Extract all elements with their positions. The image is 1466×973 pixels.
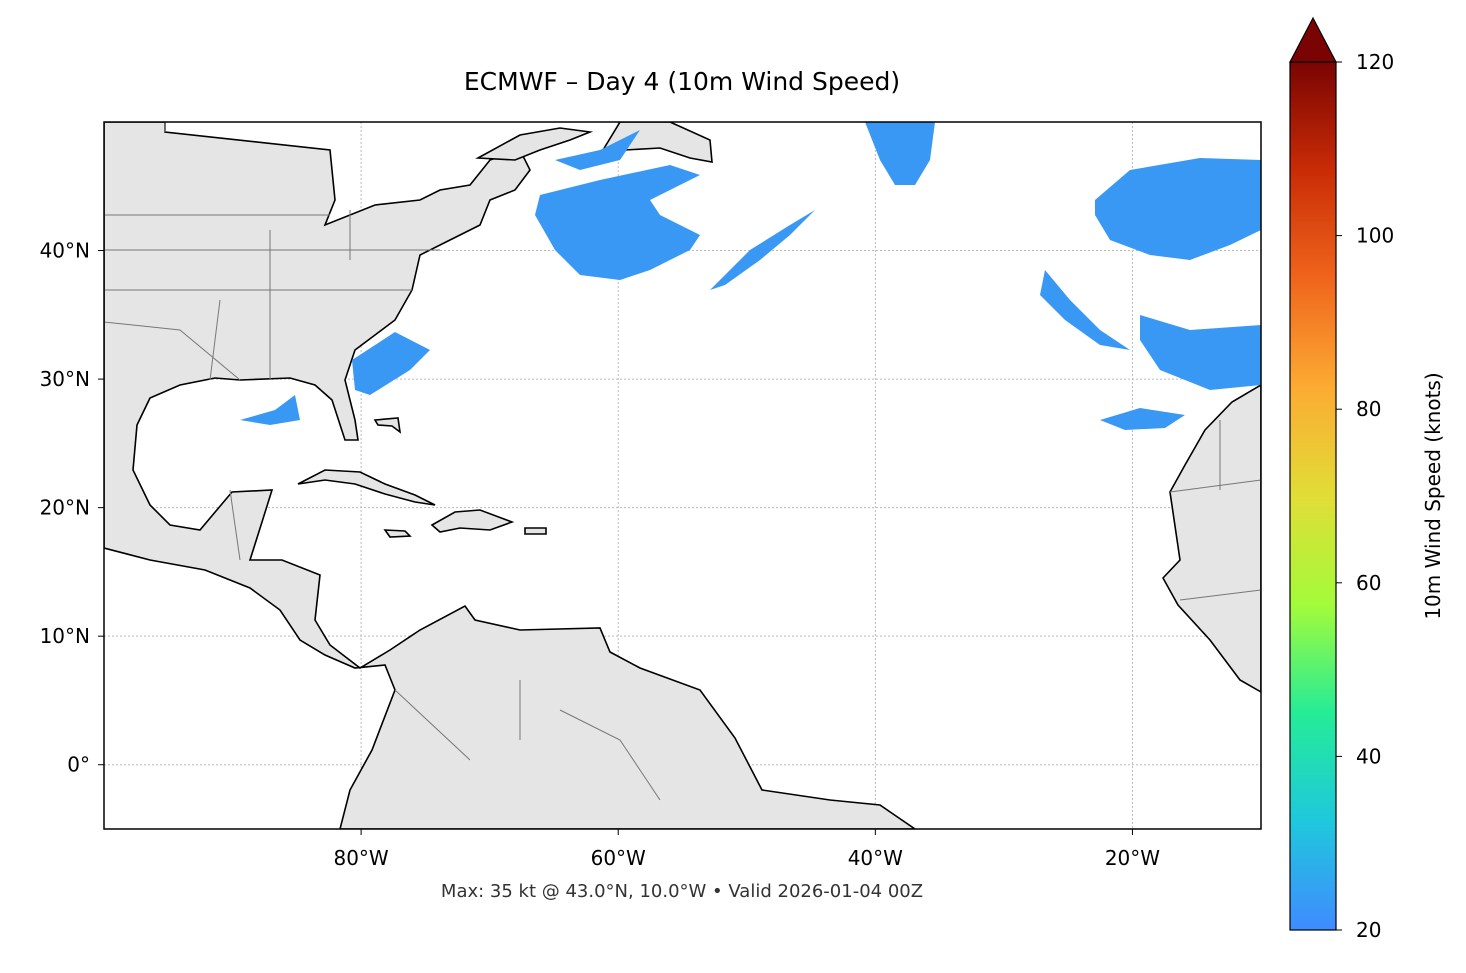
colorbar-tick-label: 120 bbox=[1356, 50, 1394, 74]
y-tick-label: 30°N bbox=[40, 367, 90, 391]
colorbar-label: 10m Wind Speed (knots) bbox=[1421, 372, 1445, 619]
colorbar-tick-label: 20 bbox=[1356, 918, 1381, 942]
wind-patch bbox=[1140, 315, 1261, 390]
cuba bbox=[297, 469, 436, 506]
x-tick-label: 80°W bbox=[333, 846, 388, 870]
wind-patch bbox=[1100, 408, 1185, 430]
bahamas bbox=[373, 417, 402, 434]
wind-patch bbox=[535, 165, 700, 280]
borders bbox=[104, 122, 1261, 801]
land bbox=[104, 122, 1261, 829]
colorbar-tick-label: 80 bbox=[1356, 397, 1381, 421]
colorbar-tick-label: 40 bbox=[1356, 744, 1381, 768]
x-tick-label: 60°W bbox=[591, 846, 646, 870]
nova-scotia bbox=[475, 127, 594, 161]
colorbar-tick-label: 100 bbox=[1356, 224, 1394, 248]
x-tick-label: 40°W bbox=[848, 846, 903, 870]
jamaica bbox=[383, 529, 412, 538]
colorbar-tick-label: 60 bbox=[1356, 571, 1381, 595]
wind-field bbox=[240, 122, 1261, 430]
wind-patch bbox=[1040, 270, 1130, 350]
map bbox=[104, 122, 1261, 829]
colorbar-extend bbox=[1289, 16, 1337, 63]
puerto-rico bbox=[524, 527, 547, 535]
hispaniola bbox=[430, 509, 515, 533]
chart-title: ECMWF – Day 4 (10m Wind Speed) bbox=[464, 67, 900, 96]
wind-patch bbox=[710, 210, 815, 290]
americas bbox=[104, 122, 917, 829]
footnote: Max: 35 kt @ 43.0°N, 10.0°W • Valid 2026… bbox=[441, 881, 923, 902]
y-tick-label: 40°N bbox=[40, 239, 90, 263]
colorbar-bar bbox=[1289, 61, 1337, 931]
map-frame bbox=[103, 121, 1262, 830]
wind-patch bbox=[865, 122, 935, 185]
colorbar: 10m Wind Speed (knots) 20 40 60 80 100 120 bbox=[1289, 16, 1445, 942]
africa bbox=[1162, 384, 1261, 693]
x-tick-label: 20°W bbox=[1105, 846, 1160, 870]
wind-patch bbox=[1095, 158, 1261, 260]
wind-patch bbox=[240, 395, 300, 425]
wind-patch bbox=[555, 130, 640, 170]
y-tick-label: 10°N bbox=[40, 624, 90, 648]
y-tick-label: 0° bbox=[67, 753, 90, 777]
y-tick-label: 20°N bbox=[40, 496, 90, 520]
wind-patch bbox=[352, 332, 430, 395]
